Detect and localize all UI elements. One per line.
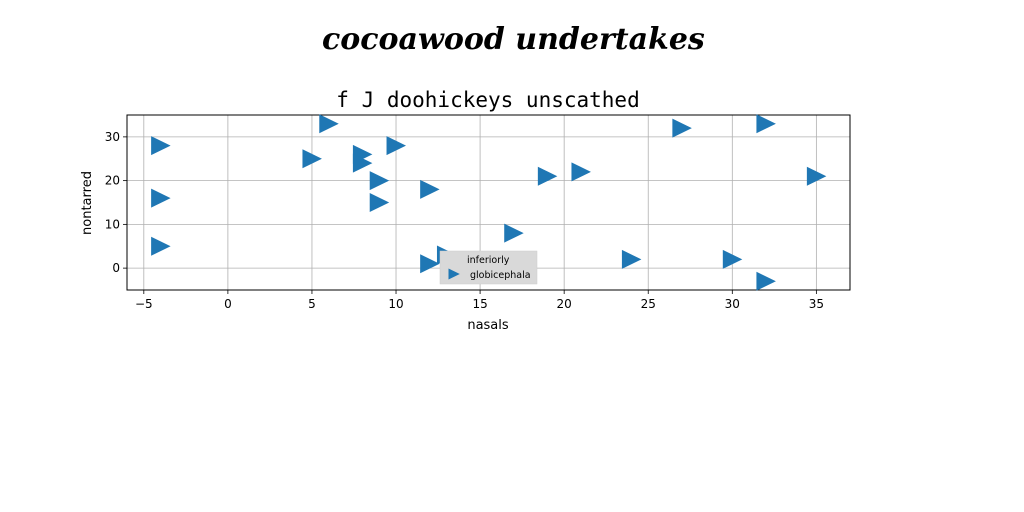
x-axis-ticks: −5 0 5 10 15 20 25 30 35 bbox=[135, 290, 824, 311]
y-tick-label: 0 bbox=[112, 261, 120, 275]
data-point bbox=[756, 271, 776, 291]
x-tick-label: 20 bbox=[557, 297, 572, 311]
data-points bbox=[151, 114, 827, 291]
legend-box bbox=[439, 250, 538, 285]
y-axis-label: nontarred bbox=[80, 171, 95, 235]
chart-title: f J doohickeys unscathed bbox=[336, 88, 639, 112]
plot-frame bbox=[126, 114, 851, 291]
data-point bbox=[504, 223, 524, 243]
data-point bbox=[571, 162, 591, 182]
x-axis-label: nasals bbox=[467, 318, 509, 333]
data-point bbox=[386, 136, 406, 156]
data-point bbox=[722, 249, 743, 269]
y-tick-label: 10 bbox=[105, 217, 120, 231]
x-tick-label: 0 bbox=[224, 297, 232, 311]
data-point bbox=[319, 114, 339, 134]
legend-label-inferiorly: inferiorly bbox=[467, 255, 510, 266]
data-point bbox=[756, 114, 776, 134]
data-point bbox=[151, 188, 171, 208]
x-tick-label: 30 bbox=[725, 297, 740, 311]
x-tick-label: 35 bbox=[809, 297, 824, 311]
y-tick-label: 20 bbox=[105, 174, 120, 188]
data-point bbox=[420, 254, 440, 274]
data-point bbox=[537, 166, 558, 186]
data-point bbox=[672, 118, 692, 138]
data-point bbox=[369, 193, 390, 212]
x-tick-label: 15 bbox=[472, 297, 487, 311]
data-point bbox=[151, 236, 171, 256]
legend-marker-globicephala bbox=[448, 268, 460, 280]
data-point bbox=[302, 149, 322, 169]
data-point bbox=[352, 153, 373, 173]
y-axis-ticks: 0 10 20 30 bbox=[105, 130, 127, 275]
data-point bbox=[621, 249, 642, 269]
figure-suptitle: cocoawood undertakes bbox=[322, 22, 705, 57]
data-point bbox=[806, 166, 827, 186]
x-tick-label: 10 bbox=[388, 297, 403, 311]
data-point bbox=[420, 179, 440, 199]
y-tick-label: 30 bbox=[105, 130, 120, 144]
x-tick-label: 5 bbox=[308, 297, 316, 311]
data-point bbox=[369, 171, 390, 191]
legend-label-globicephala: globicephala bbox=[470, 270, 531, 281]
legend: inferiorly globicephala bbox=[439, 250, 538, 285]
x-tick-label: −5 bbox=[135, 297, 153, 311]
x-tick-label: 25 bbox=[641, 297, 656, 311]
data-point bbox=[151, 136, 171, 156]
